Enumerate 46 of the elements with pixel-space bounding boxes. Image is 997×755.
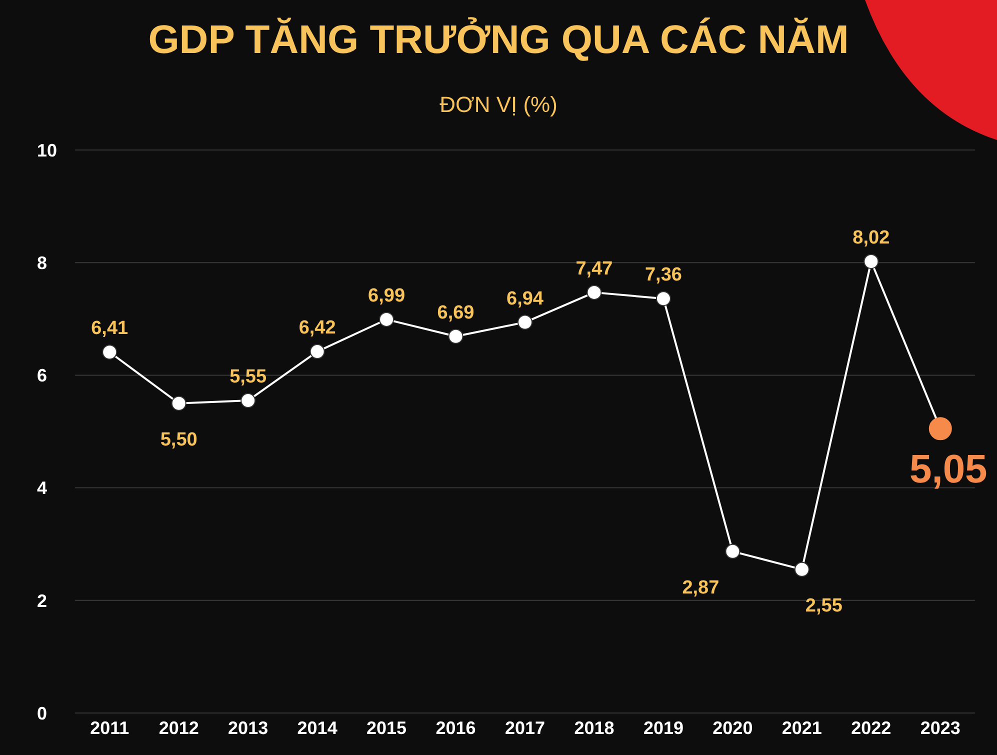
x-tick-label: 2016 xyxy=(436,718,476,738)
point xyxy=(725,544,740,559)
data-label: 2,87 xyxy=(682,577,720,598)
y-tick-label: 6 xyxy=(37,366,48,386)
data-label: 6,42 xyxy=(298,318,336,339)
point xyxy=(379,312,394,327)
x-tick-label: 2011 xyxy=(90,718,130,738)
x-tick-label: 2014 xyxy=(297,718,338,738)
data-label: 6,94 xyxy=(506,288,544,310)
data-label: 6,69 xyxy=(437,302,474,324)
data-label: 5,55 xyxy=(230,366,267,388)
point xyxy=(794,562,810,577)
point xyxy=(171,396,186,411)
point xyxy=(102,344,118,360)
data-label: 2,55 xyxy=(805,595,843,616)
x-tick-label: 2020 xyxy=(712,718,753,738)
point xyxy=(448,328,464,344)
x-tick-label: 2017 xyxy=(504,718,546,738)
x-tick-label: 2023 xyxy=(920,718,960,738)
data-label: 8,02 xyxy=(852,227,890,248)
point xyxy=(656,291,671,306)
data-label: 5,05 xyxy=(909,448,988,492)
y-tick-label: 2 xyxy=(37,590,48,611)
y-tick-label: 8 xyxy=(37,252,48,273)
data-label: 7,47 xyxy=(576,258,613,280)
point xyxy=(310,344,325,360)
point xyxy=(864,254,879,269)
x-tick-label: 2021 xyxy=(782,718,822,738)
data-label: 5,50 xyxy=(160,429,198,450)
x-tick-label: 2022 xyxy=(851,718,892,738)
chart-subtitle: ĐƠN VỊ (%) xyxy=(438,92,558,118)
data-label: 6,99 xyxy=(368,285,406,306)
y-tick-label: 4 xyxy=(37,478,48,498)
chart-title: GDP TĂNG TRƯỞNG QUA CÁC NĂM xyxy=(147,18,850,63)
x-tick-label: 2018 xyxy=(574,718,614,738)
point xyxy=(586,284,602,300)
x-tick-label: 2012 xyxy=(158,718,199,738)
point xyxy=(240,393,256,408)
x-tick-label: 2013 xyxy=(228,718,268,738)
y-tick-label: 0 xyxy=(37,703,48,724)
x-tick-label: 2015 xyxy=(366,718,407,738)
point xyxy=(518,314,532,330)
data-label: 7,36 xyxy=(644,264,682,286)
data-label: 6,41 xyxy=(91,318,129,340)
x-tick-label: 2019 xyxy=(643,718,684,738)
y-tick-label: 10 xyxy=(37,140,58,160)
